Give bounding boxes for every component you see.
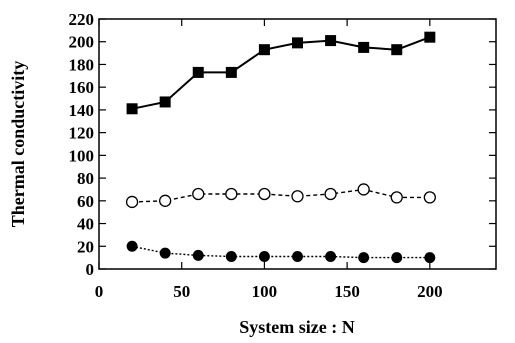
data-point-filled-circle (292, 251, 303, 262)
y-tick-label: 200 (69, 33, 95, 52)
data-point-open-circle (192, 187, 205, 201)
y-tick-label: 20 (77, 237, 94, 256)
data-point-open-circle (357, 183, 370, 196)
y-tick-label: 120 (69, 124, 95, 143)
y-tick-label: 40 (77, 215, 94, 234)
data-point-open-circle (125, 195, 139, 209)
data-point-square (424, 31, 436, 43)
data-point-open-circle (390, 191, 403, 204)
y-tick-label: 160 (69, 78, 95, 97)
y-tick-label: 80 (77, 169, 94, 188)
tick-layer: 0 20 40 60 80 100 120 140 160 180 200 220 0 50 100 150 2… (69, 10, 496, 301)
data-point-filled-circle (225, 251, 237, 262)
data-point-filled-circle (258, 251, 270, 262)
series-open-circle (125, 183, 436, 209)
data-point-filled-circle (424, 252, 436, 264)
data-point-filled-circle (159, 247, 171, 259)
data-point-filled-circle (126, 240, 138, 252)
data-point-square (292, 37, 303, 49)
data-point-open-circle (225, 187, 238, 201)
y-tick-label: 100 (69, 146, 95, 165)
y-axis-title: Thermal conductivity (8, 61, 28, 228)
plot-frame (98, 18, 497, 270)
y-tick-label: 180 (69, 55, 95, 74)
data-point-filled-circle (192, 249, 204, 261)
data-point-open-circle (324, 187, 337, 201)
y-tick-label: 220 (69, 10, 95, 29)
data-point-square (358, 41, 370, 53)
x-tick-label: 0 (95, 282, 104, 301)
x-tick-label: 150 (334, 282, 360, 301)
data-point-open-circle (423, 191, 436, 204)
data-point-open-circle (159, 194, 172, 207)
y-tick-label: 140 (69, 101, 95, 120)
data-point-square (159, 96, 171, 108)
data-point-square (325, 35, 337, 47)
data-point-filled-circle (325, 251, 337, 262)
series-filled-square (126, 31, 436, 115)
y-tick-label: 60 (77, 192, 94, 211)
x-tick-label: 200 (417, 282, 443, 301)
data-point-square (391, 44, 403, 56)
series-line (131, 36, 431, 110)
x-tick-label: 100 (252, 282, 278, 301)
data-point-open-circle (291, 190, 304, 203)
data-point-square (258, 44, 270, 56)
data-point-filled-circle (358, 252, 370, 264)
data-point-open-circle (258, 187, 271, 201)
series-line (132, 188, 430, 203)
data-point-square (192, 66, 204, 78)
series-filled-circle (126, 240, 436, 264)
y-tick-label: 0 (86, 260, 95, 279)
series-layer (125, 31, 436, 264)
x-tick-label: 50 (173, 282, 190, 301)
data-point-square (225, 66, 237, 78)
data-point-filled-circle (391, 252, 403, 264)
x-axis-title: System size : N (239, 317, 354, 337)
series-line (131, 245, 430, 259)
data-point-square (126, 103, 138, 115)
